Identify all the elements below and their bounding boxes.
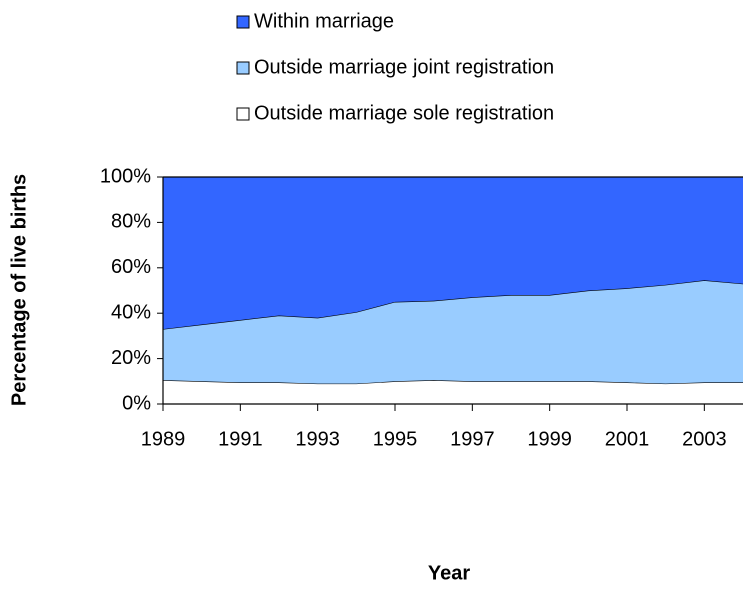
x-tick-label: 1993 xyxy=(295,428,340,450)
area xyxy=(163,380,743,404)
legend-swatch xyxy=(236,61,250,75)
x-axis-title: Year xyxy=(428,562,470,584)
legend-label: Within marriage xyxy=(254,10,394,32)
y-tick-label: 40% xyxy=(111,301,151,323)
y-tick-label: 100% xyxy=(100,165,151,187)
y-tick-label: 0% xyxy=(122,392,151,414)
area xyxy=(163,280,743,384)
x-tick-label: 1991 xyxy=(218,428,263,450)
area xyxy=(163,177,743,330)
x-tick-label: 1995 xyxy=(373,428,418,450)
y-axis-title: Percentage of live births xyxy=(8,174,30,406)
x-tick-label: 2001 xyxy=(605,428,650,450)
x-tick-label: 1989 xyxy=(141,428,186,450)
legend-swatch xyxy=(236,15,250,29)
x-tick-label: 1999 xyxy=(527,428,572,450)
legend-label: Outside marriage sole registration xyxy=(254,102,554,124)
y-tick-label: 80% xyxy=(111,211,151,233)
x-tick-label: 1997 xyxy=(450,428,495,450)
y-tick-label: 60% xyxy=(111,256,151,278)
legend-label: Outside marriage joint registration xyxy=(254,56,554,78)
y-tick-label: 20% xyxy=(111,347,151,369)
legend-swatch xyxy=(236,107,250,121)
x-tick-label: 2003 xyxy=(682,428,727,450)
